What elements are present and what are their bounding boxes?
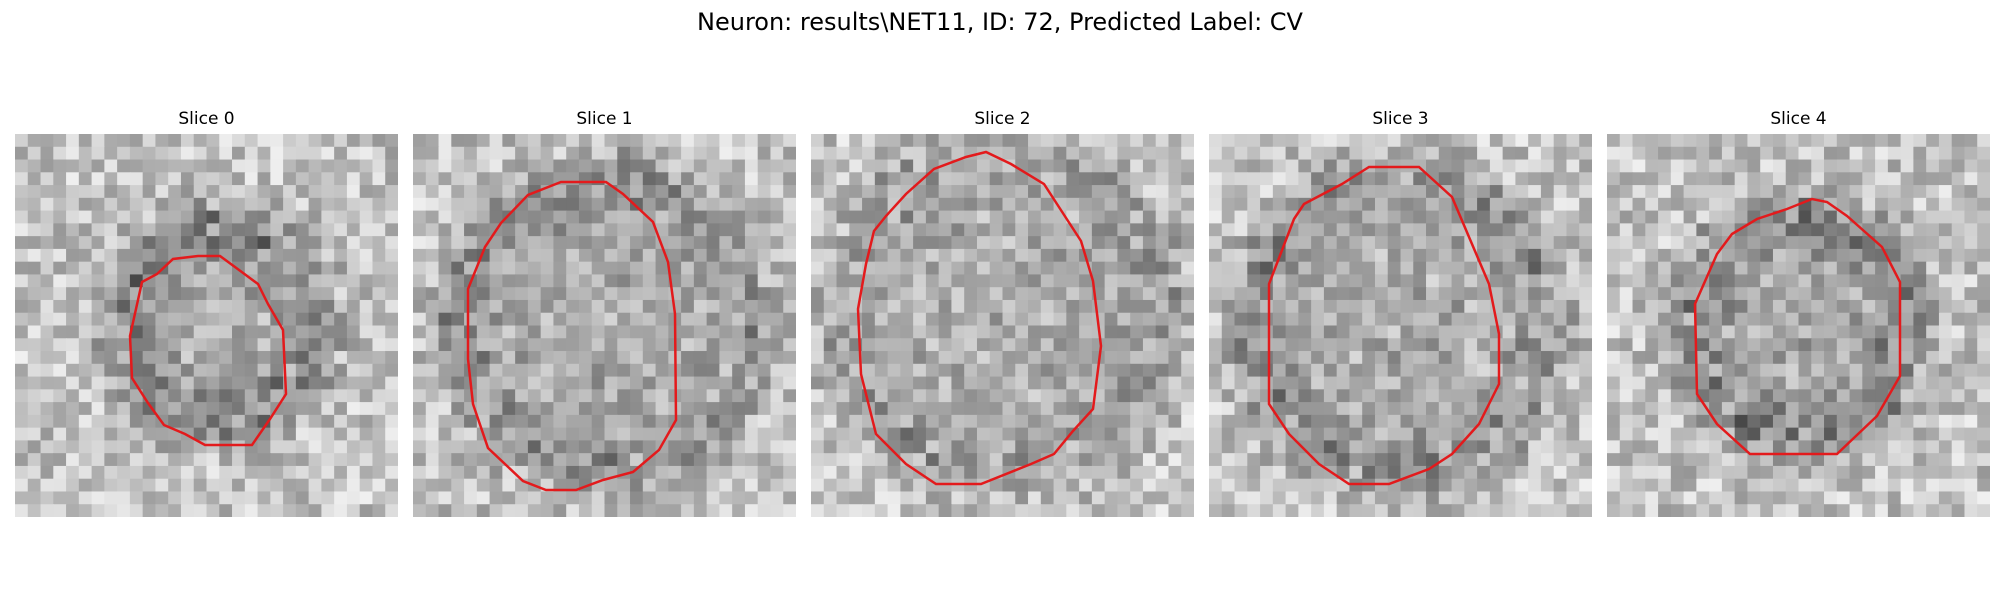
slice-title-2: Slice 2	[974, 109, 1031, 129]
slice-image-1	[413, 134, 796, 517]
figure-title: Neuron: results\NET11, ID: 72, Predicted…	[697, 8, 1303, 36]
slice-title-3: Slice 3	[1372, 109, 1429, 129]
slice-panel-4: Slice 4	[1607, 108, 1990, 517]
slice-panel-3: Slice 3	[1209, 108, 1592, 517]
slice-outline-3	[1267, 165, 1501, 486]
slice-outline-2	[856, 150, 1103, 486]
slice-pixels-1	[413, 134, 796, 517]
slice-image-0	[15, 134, 398, 517]
slice-title-0: Slice 0	[178, 109, 235, 129]
slice-panel-0: Slice 0	[15, 108, 398, 517]
slice-outline-1	[466, 180, 678, 492]
slice-outline-4	[1693, 197, 1902, 456]
slice-pixels-4	[1607, 134, 1990, 517]
slice-pixels-2	[811, 134, 1194, 517]
slice-outline-0	[128, 254, 288, 447]
slice-pixels-3	[1209, 134, 1592, 517]
slice-image-2	[811, 134, 1194, 517]
slice-pixels-0	[15, 134, 398, 517]
slice-image-4	[1607, 134, 1990, 517]
slice-title-1: Slice 1	[576, 109, 633, 129]
slice-panel-1: Slice 1	[413, 108, 796, 517]
slice-image-3	[1209, 134, 1592, 517]
slice-title-4: Slice 4	[1770, 109, 1827, 129]
slice-panel-2: Slice 2	[811, 108, 1194, 517]
